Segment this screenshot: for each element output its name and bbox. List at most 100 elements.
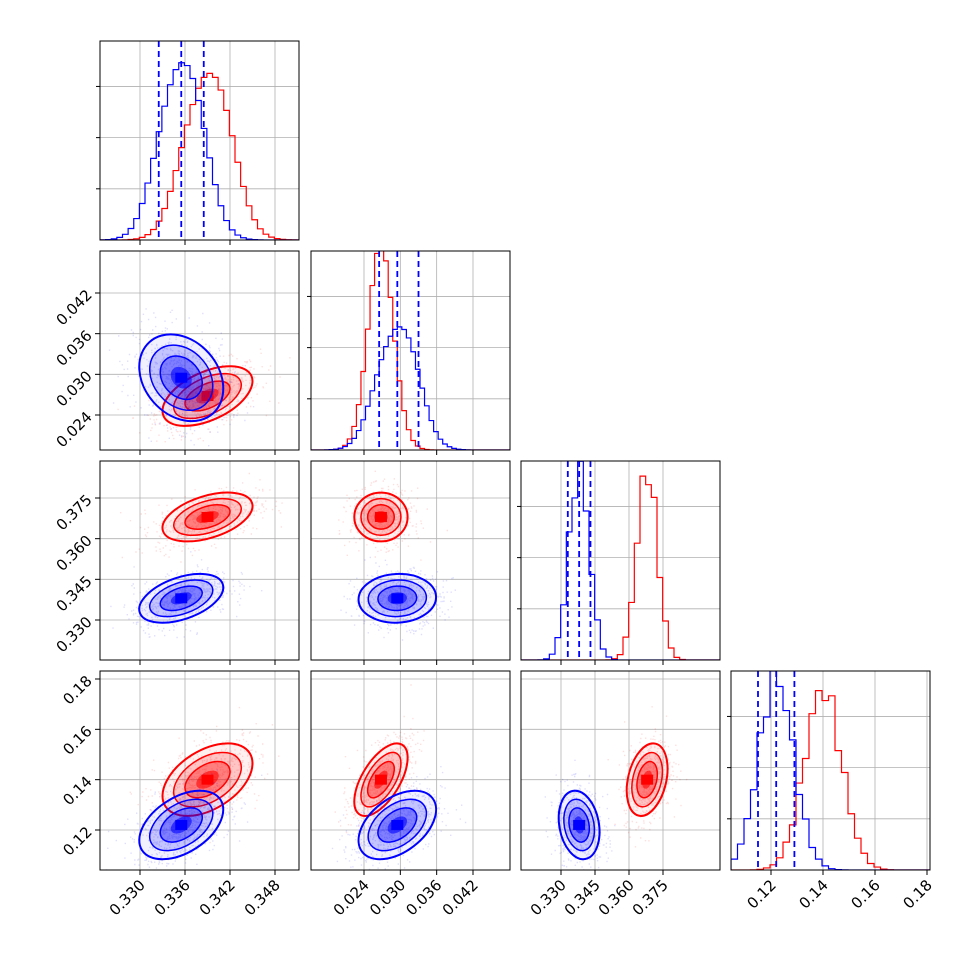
y-tick-label: 0.330 bbox=[53, 613, 96, 656]
contour-series-b bbox=[366, 504, 396, 530]
contour-series-a bbox=[563, 798, 596, 852]
y-tick-label: 0.024 bbox=[53, 408, 96, 451]
panel-frame bbox=[520, 670, 721, 871]
histogram-series-b bbox=[100, 72, 299, 240]
panel-2-1 bbox=[310, 460, 511, 665]
x-tick-label: 0.16 bbox=[847, 876, 883, 912]
x-tick-label: 0.336 bbox=[151, 876, 194, 919]
contour-series-a bbox=[149, 344, 214, 412]
density-peak-series-b bbox=[374, 774, 387, 785]
histogram-series-b bbox=[521, 475, 720, 660]
contour-series-a bbox=[159, 807, 203, 843]
contour-series-a bbox=[159, 585, 203, 612]
panel-frame bbox=[99, 250, 300, 451]
contour-series-a bbox=[357, 572, 438, 624]
y-tick-label: 0.375 bbox=[53, 491, 96, 534]
y-tick-label: 0.12 bbox=[59, 823, 95, 859]
x-tick-label: 0.342 bbox=[196, 876, 239, 919]
density-peak-series-b bbox=[201, 511, 214, 522]
x-tick-label: 0.330 bbox=[527, 876, 570, 919]
contour-series-b bbox=[631, 751, 664, 808]
x-tick-label: 0.030 bbox=[366, 876, 409, 919]
contour-series-b bbox=[161, 365, 254, 427]
contour-series-b bbox=[636, 760, 659, 799]
y-tick-label: 0.036 bbox=[53, 327, 96, 370]
density-peak-series-a bbox=[391, 819, 404, 830]
contour-series-a bbox=[149, 798, 214, 852]
scatter-points-series-b bbox=[338, 470, 448, 561]
density-peak-series-b bbox=[201, 391, 214, 402]
density-peak-series-a bbox=[175, 819, 188, 830]
density-peak-series-b bbox=[641, 774, 654, 785]
panel-3-0: 0.12 0.14 0.16 0.18 0.330 0.336 0.342 0.348 bbox=[59, 670, 300, 919]
y-tick-label: 0.18 bbox=[59, 672, 95, 708]
panel-frame bbox=[99, 40, 300, 241]
contour-series-a bbox=[138, 789, 225, 861]
contour-series-b bbox=[360, 497, 402, 537]
contour-series-a bbox=[568, 807, 591, 843]
y-tick-label: 0.345 bbox=[53, 572, 96, 615]
contour-series-a bbox=[367, 579, 428, 618]
histogram-series-a bbox=[521, 461, 720, 660]
y-tick-label: 0.042 bbox=[53, 286, 96, 329]
panel-frame bbox=[310, 670, 511, 871]
scatter-points-series-a bbox=[331, 766, 467, 870]
contour-series-a bbox=[377, 585, 418, 612]
contour-series-b bbox=[172, 497, 242, 537]
x-tick-label: 0.042 bbox=[439, 876, 482, 919]
contour-series-a bbox=[149, 579, 214, 618]
y-tick-label: 0.360 bbox=[53, 532, 96, 575]
contour-series-b bbox=[625, 742, 669, 817]
contour-series-a bbox=[377, 807, 418, 843]
panel-0-0 bbox=[96, 40, 300, 245]
density-peak-series-a bbox=[391, 593, 404, 604]
contour-series-b bbox=[161, 491, 254, 543]
density-peak-series-b bbox=[374, 511, 387, 522]
x-tick-label: 0.14 bbox=[795, 876, 831, 912]
density-peak-series-a bbox=[573, 819, 586, 830]
panel-frame bbox=[310, 460, 511, 661]
contour-series-b bbox=[360, 751, 402, 808]
y-tick-label: 0.030 bbox=[53, 367, 96, 410]
histogram-series-b bbox=[731, 690, 930, 870]
x-tick-label: 0.360 bbox=[595, 876, 638, 919]
density-peak-series-a bbox=[175, 372, 188, 383]
density-peak-series-b bbox=[201, 774, 214, 785]
panel-frame bbox=[99, 460, 300, 661]
scatter-points-series-a bbox=[544, 759, 616, 870]
x-tick-label: 0.345 bbox=[561, 876, 604, 919]
histogram-series-a bbox=[731, 671, 930, 870]
panel-frame bbox=[520, 460, 721, 661]
contour-series-b bbox=[366, 760, 396, 799]
x-tick-label: 0.18 bbox=[899, 876, 935, 912]
x-tick-label: 0.024 bbox=[330, 876, 373, 919]
panel-frame bbox=[310, 250, 511, 451]
panel-frame bbox=[99, 670, 300, 871]
x-tick-label: 0.375 bbox=[629, 876, 672, 919]
contour-series-a bbox=[138, 333, 225, 423]
contour-series-a bbox=[357, 789, 438, 861]
contour-series-a bbox=[138, 572, 225, 624]
contour-series-b bbox=[184, 504, 231, 530]
contour-series-a bbox=[159, 355, 203, 401]
y-tick-label: 0.16 bbox=[59, 722, 95, 758]
panel-2-2 bbox=[517, 460, 721, 665]
x-tick-label: 0.348 bbox=[241, 876, 284, 919]
contour-series-a bbox=[557, 789, 601, 861]
histogram-series-a bbox=[100, 62, 299, 240]
contour-series-a bbox=[367, 798, 428, 852]
panel-1-1 bbox=[307, 250, 511, 455]
panel-frame bbox=[730, 670, 931, 871]
y-tick-label: 0.14 bbox=[59, 773, 95, 809]
x-tick-label: 0.12 bbox=[743, 876, 779, 912]
panel-3-3: 0.12 0.14 0.16 0.18 bbox=[727, 670, 936, 912]
density-peak-series-a bbox=[175, 593, 188, 604]
x-tick-label: 0.330 bbox=[106, 876, 149, 919]
x-tick-label: 0.036 bbox=[402, 876, 445, 919]
contour-series-b bbox=[353, 491, 409, 543]
